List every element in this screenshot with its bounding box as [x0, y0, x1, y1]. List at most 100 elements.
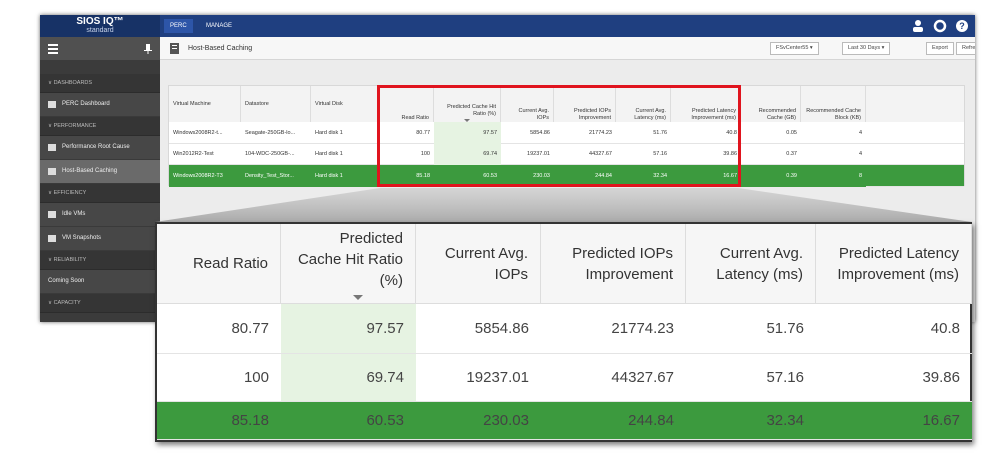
table-cell: 69.74 [434, 143, 501, 165]
table-cell: 40.8 [726, 129, 737, 136]
table-cell: 100 [420, 151, 430, 158]
column-header[interactable]: Virtual Disk [311, 86, 378, 122]
zoom-cell: 44327.67 [541, 354, 686, 402]
table-cell: 44327.67 [589, 151, 612, 158]
zoom-header: Current Avg. Latency (ms) [686, 224, 816, 304]
zoom-header-text: Current Avg. IOPs [444, 244, 528, 283]
item-icon [48, 168, 56, 175]
zoom-header: Predicted Cache Hit Ratio (%) [281, 224, 416, 304]
zoom-cell: 85.18 [157, 402, 281, 440]
table-cell: 0.37 [786, 151, 797, 158]
zoom-cell: 230.03 [416, 402, 541, 440]
item-label: Performance Root Cause [62, 144, 130, 150]
sidebar-header [40, 37, 160, 60]
sidebar-section[interactable]: ∨ CAPACITY [40, 294, 160, 313]
zoom-cell: 5854.86 [416, 304, 541, 354]
table-cell: Win2012R2-Test [173, 151, 214, 158]
sidebar-section[interactable]: ∨ RELIABILITY [40, 251, 160, 270]
zoom-header: Predicted Latency Improvement (ms) [816, 224, 972, 304]
sidebar: ∨ DASHBOARDS PERC Dashboard ∨ PERFORMANCE P… [40, 37, 160, 322]
table-cell: 5854.86 [530, 129, 550, 136]
table-cell: Windows2008R2-t... [173, 129, 223, 136]
table-cell: 57.16 [653, 151, 667, 158]
table-cell: 104-WDC-250GB-... [245, 151, 295, 158]
sidebar-item[interactable]: Idle VMs [40, 203, 160, 227]
table-cell: 60.53 [434, 165, 501, 187]
item-icon [48, 211, 56, 218]
sidebar-section[interactable]: ∨ PERFORMANCE [40, 117, 160, 136]
item-label: Coming Soon [48, 278, 85, 284]
column-header[interactable]: Current Avg. Latency (ms) [616, 86, 671, 122]
table: Virtual Machine Datastore Virtual Disk Read… [168, 85, 965, 187]
column-header[interactable]: Predicted Cache Hit Ratio (%) [434, 86, 501, 122]
table-cell: 21774.23 [589, 129, 612, 136]
table-cell: 8 [801, 165, 866, 187]
menu-icons [48, 44, 152, 54]
section-title: RELIABILITY [53, 257, 87, 263]
table-row[interactable] [169, 122, 964, 144]
table-cell: 19237.01 [527, 151, 550, 158]
page-header: Host-Based Caching FSvCenter55 ▾ Last 30… [160, 37, 975, 60]
table-cell: 4 [858, 151, 862, 158]
table-cell: Hard disk 1 [315, 129, 343, 136]
sidebar-item[interactable]: Host-Based Caching [40, 160, 160, 184]
column-header[interactable]: Read Ratio [378, 86, 434, 122]
zoom-header-text: Read Ratio [192, 255, 268, 272]
zoom-cell: 19237.01 [416, 354, 541, 402]
highlight-box [377, 85, 741, 187]
svg-text:?: ? [959, 21, 965, 31]
button[interactable]: Refresh [956, 42, 975, 55]
logo-text: SIOS IQ™ [76, 16, 124, 27]
app-window: SIOS IQ™ standard PERC MANAGE ? ∨ DASHBO… [40, 15, 975, 322]
zoom-callout: Read Ratio Predicted Cache Hit Ratio (%) C… [155, 222, 972, 442]
sidebar-section[interactable]: ∨ EFFICIENCY [40, 184, 160, 203]
column-header[interactable]: Current Avg. IOPs [501, 86, 554, 122]
column-header[interactable]: Datastore [241, 86, 311, 122]
table-row[interactable] [169, 144, 964, 165]
zoom-header-text: Predicted IOPs Improvement [572, 244, 673, 283]
column-header[interactable]: Recommended Cache (GB) [741, 86, 801, 122]
zoom-cell: 80.77 [157, 304, 281, 354]
zoom-cell: 97.57 [281, 304, 416, 354]
section-title: CAPACITY [53, 300, 81, 306]
column-header[interactable]: Virtual Machine [169, 86, 241, 122]
chevron: ∨ [48, 257, 54, 263]
table-cell: Seagate-250GB-lo... [245, 129, 296, 136]
item-icon [48, 144, 56, 151]
zoom-header: Current Avg. IOPs [416, 224, 541, 304]
table-cell: Hard disk 1 [315, 151, 343, 158]
table-cell: Hard disk 1 [311, 165, 378, 187]
range-select[interactable]: Last 30 Days ▾ [842, 42, 891, 55]
sort-arrow [464, 119, 470, 122]
zoom-cell: 69.74 [281, 354, 416, 402]
table-cell: Density_Test_Stor... [241, 165, 311, 187]
table-cell: 85.18 [378, 165, 434, 187]
column-header[interactable]: Predicted Latency Improvement (ms) [671, 86, 741, 122]
section-title: DASHBOARDS [53, 80, 93, 86]
sidebar-item[interactable]: PERC Dashboard [40, 93, 160, 117]
zoom-cell: 32.34 [686, 402, 816, 440]
tab[interactable]: PERC [164, 19, 193, 33]
sidebar-item[interactable]: VM Snapshots [40, 227, 160, 251]
item-icon [48, 235, 56, 242]
table-cell: Windows2008R2-T3 [169, 165, 241, 187]
zoom-cell: 60.53 [281, 402, 416, 440]
top-bar: SIOS IQ™ standard PERC MANAGE ? [40, 15, 975, 37]
sidebar-item[interactable]: Coming Soon [40, 270, 160, 294]
column-header[interactable]: Predicted IOPs Improvement [554, 86, 616, 122]
logo: SIOS IQ™ standard [40, 15, 160, 37]
zoom-cell: 244.84 [541, 402, 686, 440]
sidebar-item[interactable]: Performance Root Cause [40, 136, 160, 160]
vcenter-select[interactable]: FSvCenter55 ▾ [770, 42, 819, 55]
zoom-header-text: Predicted Latency Improvement (ms) [837, 244, 959, 283]
button[interactable]: Export [926, 42, 954, 55]
vcenter: FSvCenter55 [776, 45, 809, 51]
header-filler [866, 86, 964, 122]
column-header[interactable]: Recommended Cache Block (KB) [801, 86, 866, 122]
tab[interactable]: MANAGE [206, 23, 233, 29]
table-cell: 32.34 [616, 165, 671, 187]
item-label: Idle VMs [62, 211, 86, 217]
sidebar-section[interactable]: ∨ DASHBOARDS [40, 74, 160, 93]
page-title: Host-Based Caching [188, 45, 253, 52]
